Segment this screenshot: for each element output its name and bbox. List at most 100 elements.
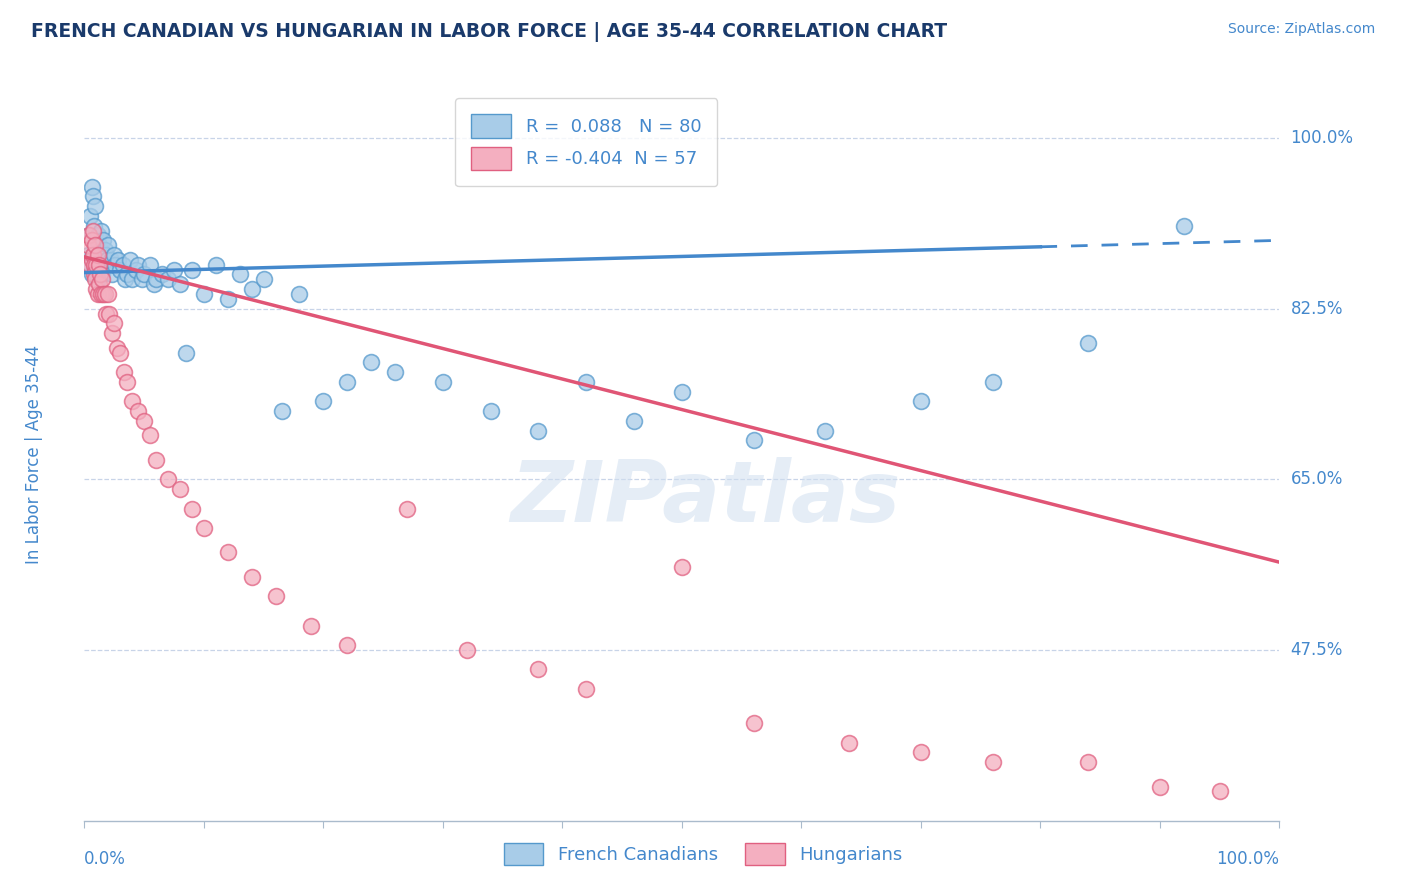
Point <box>89 268 111 282</box>
Point <box>671 560 693 574</box>
Point <box>103 316 125 330</box>
Point <box>80 252 103 267</box>
Point <box>981 755 1004 769</box>
Point <box>125 262 148 277</box>
Point <box>98 306 121 320</box>
Point <box>87 277 110 292</box>
Point <box>229 268 252 282</box>
Point <box>456 643 478 657</box>
Point <box>104 258 127 272</box>
Point <box>1149 780 1171 794</box>
Point <box>270 404 292 418</box>
Point <box>575 375 598 389</box>
Point <box>240 282 263 296</box>
Point <box>814 424 837 438</box>
Point <box>127 258 149 272</box>
Point <box>103 248 125 262</box>
Point <box>84 272 107 286</box>
Point <box>89 268 111 282</box>
Point <box>83 268 105 282</box>
Point <box>91 248 114 262</box>
Point <box>77 248 100 262</box>
Point <box>432 375 454 389</box>
Point <box>1209 784 1232 798</box>
Point <box>157 272 180 286</box>
Point <box>80 179 103 194</box>
Point <box>87 258 110 272</box>
Point <box>981 375 1004 389</box>
Point <box>91 268 114 282</box>
Point <box>101 268 124 282</box>
Point <box>86 287 108 301</box>
Point <box>97 238 120 252</box>
Point <box>163 262 186 277</box>
Point <box>77 238 100 252</box>
Point <box>80 233 103 247</box>
Text: 82.5%: 82.5% <box>1291 300 1343 318</box>
Point <box>157 472 180 486</box>
Point <box>79 209 101 223</box>
Text: 65.0%: 65.0% <box>1291 470 1343 488</box>
Point <box>527 663 550 677</box>
Point <box>264 590 287 604</box>
Point <box>671 384 693 399</box>
Point <box>1077 755 1099 769</box>
Point <box>100 252 122 267</box>
Point <box>240 570 263 584</box>
Point <box>910 745 932 759</box>
Text: 0.0%: 0.0% <box>84 850 127 868</box>
Text: Source: ZipAtlas.com: Source: ZipAtlas.com <box>1227 22 1375 37</box>
Point <box>93 287 115 301</box>
Point <box>121 394 143 409</box>
Point <box>80 268 103 282</box>
Point <box>575 681 598 696</box>
Point <box>79 258 101 272</box>
Legend: French Canadians, Hungarians: French Canadians, Hungarians <box>496 836 910 872</box>
Point <box>82 224 104 238</box>
Point <box>94 306 117 320</box>
Point <box>105 341 128 355</box>
Point <box>96 252 118 267</box>
Text: FRENCH CANADIAN VS HUNGARIAN IN LABOR FORCE | AGE 35-44 CORRELATION CHART: FRENCH CANADIAN VS HUNGARIAN IN LABOR FO… <box>31 22 948 42</box>
Point <box>193 287 215 301</box>
Point <box>910 394 932 409</box>
Text: 100.0%: 100.0% <box>1216 850 1279 868</box>
Legend: R =  0.088   N = 80, R = -0.404  N = 57: R = 0.088 N = 80, R = -0.404 N = 57 <box>456 98 717 186</box>
Point <box>205 258 228 272</box>
Point <box>87 238 110 252</box>
Point <box>114 272 136 286</box>
Point <box>181 262 204 277</box>
Point <box>82 189 104 203</box>
Point <box>79 258 101 272</box>
Point <box>1077 335 1099 350</box>
Point <box>97 287 120 301</box>
Point <box>112 365 135 379</box>
Point <box>86 282 108 296</box>
Point <box>360 355 382 369</box>
Point <box>77 228 100 243</box>
Point <box>86 228 108 243</box>
Point <box>93 258 115 272</box>
Point <box>86 252 108 267</box>
Point <box>101 326 124 340</box>
Point <box>142 277 165 292</box>
Point <box>110 262 132 277</box>
Point <box>82 248 104 262</box>
Point <box>336 375 359 389</box>
Point <box>94 248 117 262</box>
Point <box>288 287 311 301</box>
Point <box>174 345 197 359</box>
Point <box>217 545 239 559</box>
Point <box>193 521 215 535</box>
Point <box>623 414 645 428</box>
Point <box>91 272 114 286</box>
Point <box>118 252 141 267</box>
Point <box>87 258 110 272</box>
Point <box>89 243 111 257</box>
Point <box>83 219 105 233</box>
Point <box>90 224 112 238</box>
Point <box>84 258 107 272</box>
Point <box>301 618 323 632</box>
Point <box>253 272 276 286</box>
Point <box>86 258 108 272</box>
